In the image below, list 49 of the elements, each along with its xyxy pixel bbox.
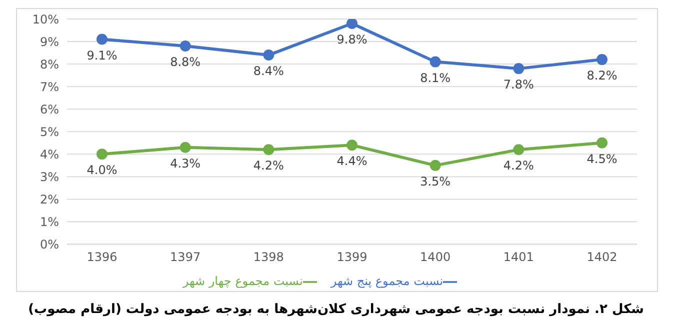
x-tick-label: 1399 bbox=[336, 250, 368, 264]
data-label: 9.1% bbox=[86, 48, 118, 62]
point bbox=[180, 40, 191, 52]
x-tick-label: 1400 bbox=[420, 250, 451, 264]
data-label: 3.5% bbox=[420, 174, 451, 188]
data-label: 4.4% bbox=[336, 154, 368, 168]
point bbox=[180, 142, 191, 153]
y-tick-label: 2% bbox=[40, 192, 59, 206]
y-tick-label: 1% bbox=[40, 215, 59, 230]
point bbox=[596, 137, 608, 148]
y-tick-label: 3% bbox=[40, 170, 59, 184]
y-tick-label: 8% bbox=[40, 57, 59, 72]
data-label: 8.4% bbox=[253, 64, 284, 78]
point bbox=[96, 34, 108, 45]
data-label: 4.0% bbox=[86, 163, 118, 178]
y-tick-label: 7% bbox=[40, 80, 59, 94]
data-label: 9.8% bbox=[336, 32, 368, 47]
y-tick-label: 5% bbox=[40, 124, 59, 139]
point bbox=[346, 140, 358, 151]
x-tick-label: 1396 bbox=[86, 250, 118, 264]
text: شکل ۲. نمودار نسبت بودجه عمومی شهرداری کلان‌شهرها به بودجه عمومی دولت (ارقام مصوب) bbox=[27, 302, 645, 317]
legend-label: نسبت مجموع پنج شهر bbox=[330, 274, 444, 288]
point bbox=[513, 144, 524, 156]
legend-label: نسبت مجموع چهار شهر bbox=[182, 274, 303, 288]
point bbox=[96, 148, 108, 160]
point bbox=[346, 19, 358, 30]
point bbox=[430, 160, 441, 171]
y-tick-label: 4% bbox=[40, 147, 59, 162]
data-label: 8.1% bbox=[420, 70, 451, 85]
data-label: 7.8% bbox=[503, 78, 534, 92]
x-tick-label: 1401 bbox=[503, 250, 534, 264]
data-label: 8.8% bbox=[170, 55, 201, 70]
point bbox=[596, 54, 608, 66]
y-tick-label: 6% bbox=[40, 102, 59, 116]
data-label: 8.2% bbox=[586, 68, 618, 83]
y-tick-label: 9% bbox=[40, 34, 59, 49]
data-label: 4.3% bbox=[170, 156, 201, 170]
point bbox=[263, 144, 274, 156]
data-label: 4.2% bbox=[253, 158, 284, 173]
y-tick-label: 0% bbox=[40, 238, 59, 252]
point bbox=[513, 63, 524, 74]
x-tick-label: 1398 bbox=[253, 250, 284, 264]
x-tick-label: 1397 bbox=[170, 250, 201, 264]
data-label: 4.2% bbox=[503, 158, 534, 173]
y-tick-label: 10% bbox=[32, 12, 59, 26]
point bbox=[430, 56, 441, 68]
data-label: 4.5% bbox=[586, 152, 618, 166]
x-tick-label: 1402 bbox=[586, 250, 618, 264]
point bbox=[263, 50, 274, 61]
